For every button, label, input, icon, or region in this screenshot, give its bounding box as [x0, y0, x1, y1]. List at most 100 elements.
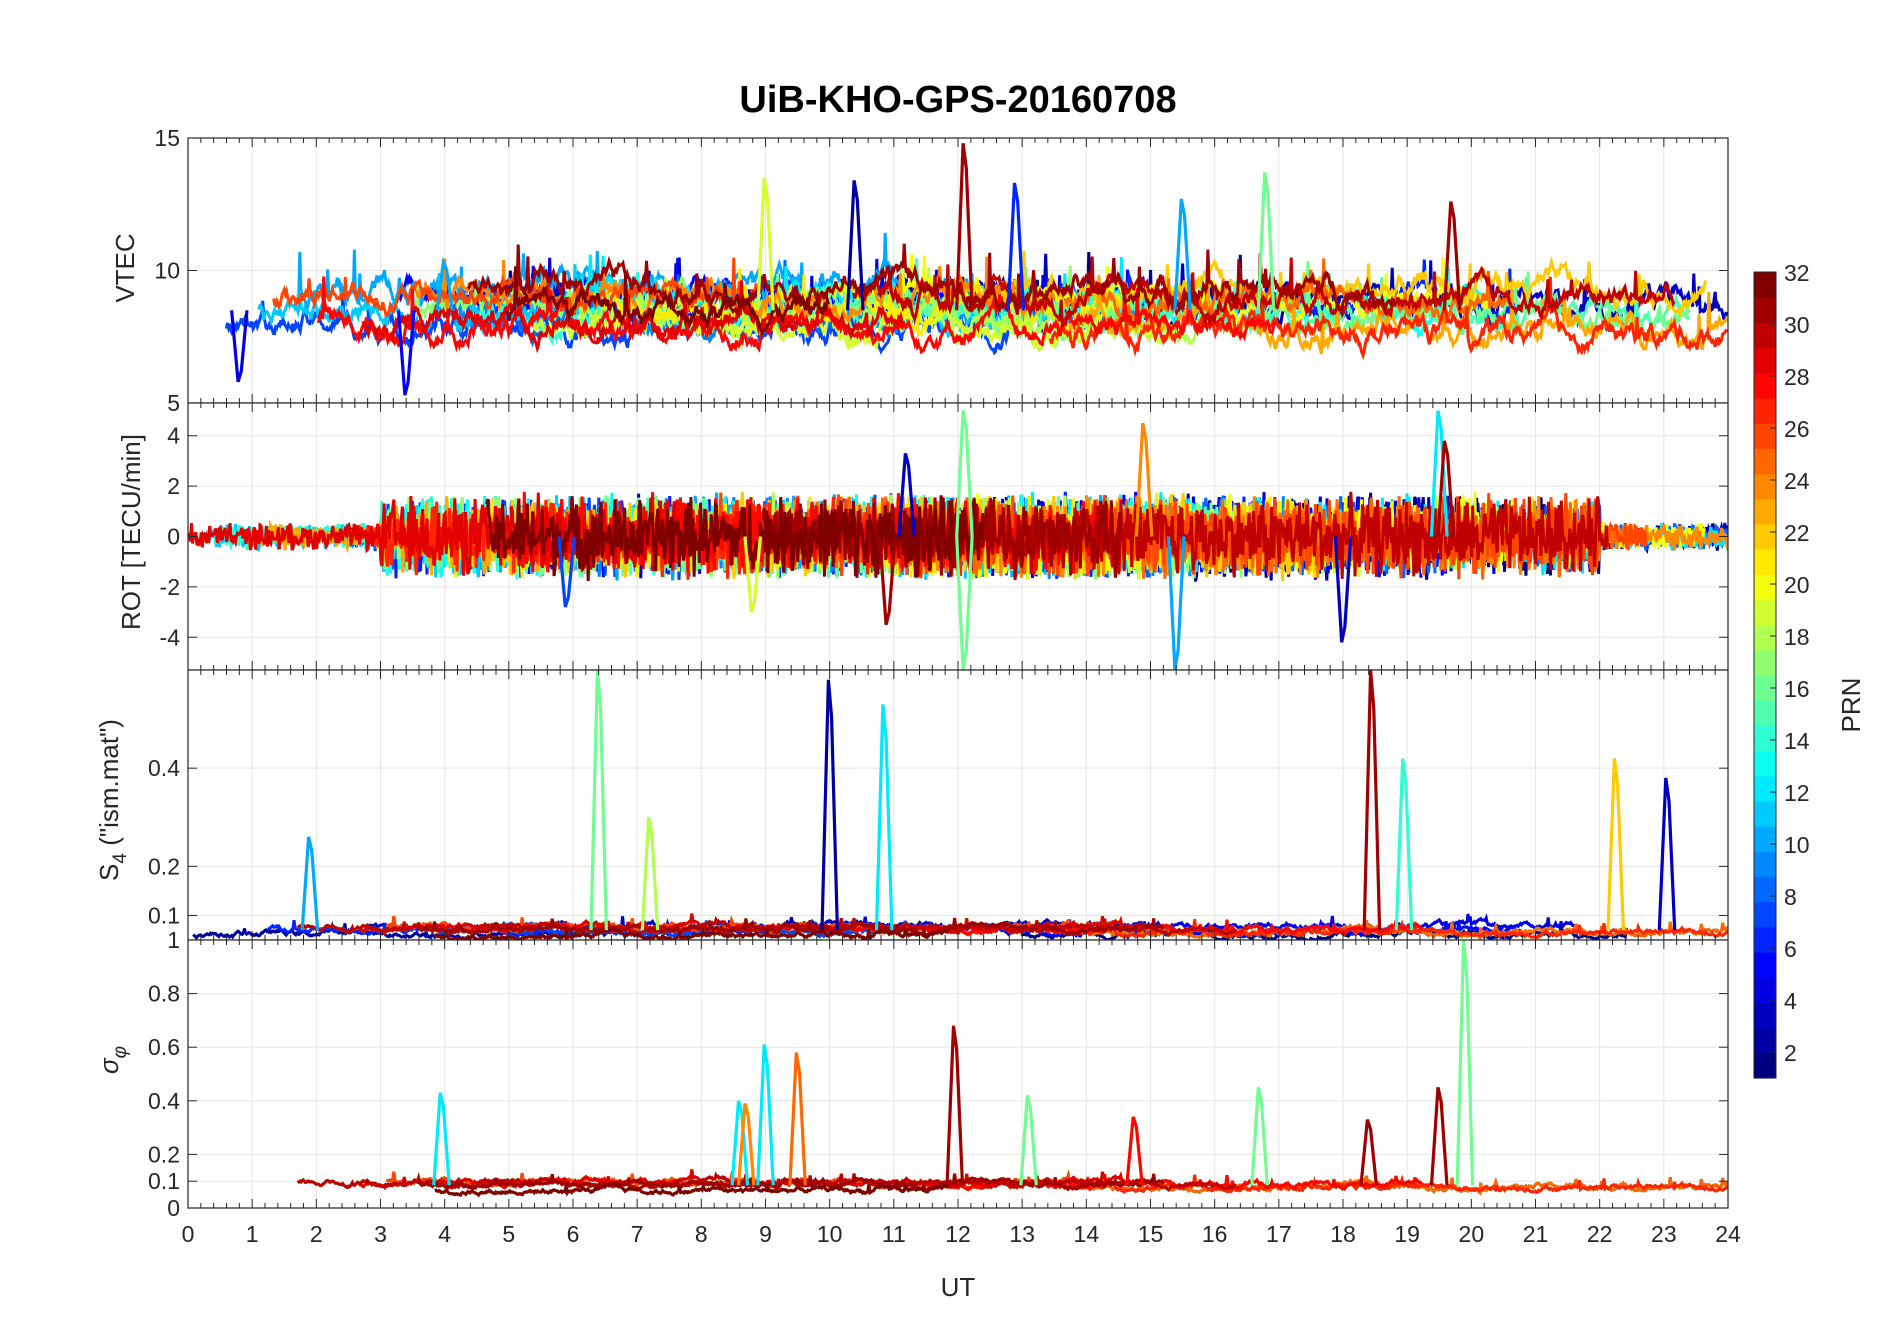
x-tick-label: 21 — [1523, 1221, 1549, 1247]
vtec-spike — [1006, 182, 1025, 311]
sigma_phi-spike — [756, 1044, 775, 1186]
colorbar-segment — [1754, 826, 1776, 852]
colorbar-segment — [1754, 775, 1776, 802]
colorbar-segment — [1754, 473, 1776, 500]
colorbar-tick-label: 12 — [1784, 780, 1810, 806]
sigma-label-main: σ — [94, 1057, 124, 1074]
x-tick-label: 15 — [1138, 1221, 1164, 1247]
colorbar-segment — [1754, 523, 1776, 550]
colorbar-segment — [1754, 750, 1776, 777]
x-tick-label: 2 — [310, 1221, 323, 1247]
colorbar-tick-label: 10 — [1784, 832, 1810, 858]
colorbar-tick-label: 24 — [1784, 468, 1810, 494]
colorbar-label: PRN — [1836, 678, 1866, 733]
colorbar-segment — [1754, 347, 1776, 374]
vtec-spike — [230, 310, 249, 383]
colorbar-segment — [1754, 448, 1776, 475]
x-tick-label: 7 — [631, 1221, 644, 1247]
vtec-traces — [224, 143, 1728, 396]
colorbar-segment — [1754, 649, 1776, 676]
rot-spike — [1134, 422, 1154, 537]
sigma_phi-spike — [432, 1092, 451, 1186]
colorbar-tick-label: 6 — [1784, 936, 1797, 962]
sigma_phi-y-tick-label: 0.4 — [148, 1088, 180, 1114]
colorbar-segment — [1754, 1002, 1776, 1029]
colorbar-tick-label: 16 — [1784, 676, 1810, 702]
s4-spike — [300, 836, 320, 931]
vtec-spike — [396, 310, 416, 396]
colorbar-tick-label: 22 — [1784, 520, 1810, 546]
x-tick-label: 23 — [1651, 1221, 1677, 1247]
x-tick-label: 4 — [438, 1221, 451, 1247]
x-tick-label: 0 — [182, 1221, 195, 1247]
colorbar-segment — [1754, 397, 1776, 424]
sigma_phi-spike — [1455, 940, 1475, 1186]
rot-y-tick-label: -2 — [160, 574, 180, 600]
rot-y-tick-label: 2 — [167, 473, 180, 499]
colorbar-segment — [1754, 977, 1776, 1004]
vtec-y-tick-label: 5 — [167, 390, 180, 416]
colorbar-segment — [1754, 675, 1776, 701]
s4-trace-prn — [417, 917, 1165, 937]
x-tick-label: 18 — [1330, 1221, 1356, 1247]
sigma_phi-traces — [296, 940, 1728, 1198]
colorbar-tick-label: 2 — [1784, 1040, 1797, 1066]
sigma_phi-spike — [730, 1100, 750, 1186]
vtec-y-label: VTEC — [110, 233, 140, 302]
colorbar-segment — [1754, 423, 1776, 449]
rot-spike — [1333, 536, 1353, 643]
sigma_phi-trace-prn — [434, 1181, 951, 1198]
vtec-spike — [955, 143, 974, 311]
rot-spike — [1436, 440, 1455, 537]
x-tick-label: 3 — [374, 1221, 387, 1247]
sigma_phi-y-tick-label: 0.1 — [148, 1168, 180, 1194]
rot-y-tick-label: -4 — [160, 624, 181, 650]
sigma_phi-spike — [788, 1052, 807, 1186]
colorbar-tick-label: 28 — [1784, 364, 1810, 390]
sigma-y-label: σφ — [94, 1046, 131, 1074]
x-tick-label: 24 — [1715, 1221, 1741, 1247]
vtec-spike — [846, 180, 865, 311]
s4-y-tick-label: 0.1 — [148, 902, 180, 928]
rot-spike — [1429, 410, 1449, 537]
vtec-spike — [1173, 198, 1192, 311]
sigma_phi-trace-prn — [1056, 1174, 1728, 1195]
vtec-trace-prn — [505, 266, 830, 337]
rot-spike — [897, 453, 916, 537]
x-tick-label: 8 — [695, 1221, 708, 1247]
x-tick-label: 11 — [882, 1221, 906, 1247]
colorbar-tick-label: 14 — [1784, 728, 1810, 754]
s4-y-tick-label: 0.4 — [148, 755, 180, 781]
rot-spike — [955, 536, 974, 670]
colorbar-segment — [1754, 599, 1776, 626]
colorbar-segment — [1754, 574, 1776, 601]
colorbar-tick-label: 26 — [1784, 416, 1810, 442]
rot-spike — [955, 410, 974, 537]
s4-spike — [1362, 670, 1382, 931]
sigma_phi-spike — [945, 1025, 965, 1186]
colorbar-tick-label: 30 — [1784, 312, 1810, 338]
sigma_phi-spike — [736, 1103, 756, 1186]
sigma_phi-spike — [1125, 1116, 1144, 1186]
vtec-trace-prn — [466, 243, 1396, 317]
chart-title: UiB-KHO-GPS-20160708 — [739, 79, 1176, 121]
panel-vtec: 5 10 15 — [154, 125, 1729, 416]
vtec-trace-prn — [361, 280, 905, 354]
panel-sigma_phi: 00.10.20.40.60.810 1 2 3 4 5 6 7 8 9 10 11 12 13 14 15 1… — [148, 927, 1741, 1247]
x-tick-label: 20 — [1459, 1221, 1485, 1247]
vtec-spike — [756, 177, 775, 311]
vtec-spike — [1256, 172, 1276, 311]
x-tick-label: 14 — [1074, 1221, 1100, 1247]
colorbar-segment — [1754, 297, 1776, 323]
s4-spike — [640, 817, 660, 931]
colorbar-segment — [1754, 322, 1776, 349]
sigma_phi-y-tick-label: 0.2 — [148, 1141, 180, 1167]
sigma_phi-spike — [1359, 1119, 1378, 1186]
colorbar-segment — [1754, 1052, 1776, 1079]
colorbar-segment — [1754, 926, 1776, 953]
panel-rot: -4 -2 0 2 4 — [160, 402, 1729, 671]
s4-y-tick-label: 0.2 — [148, 853, 180, 879]
